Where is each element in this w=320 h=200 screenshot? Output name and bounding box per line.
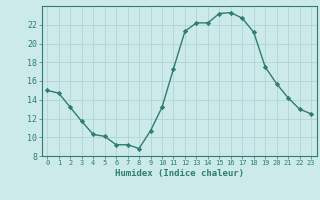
X-axis label: Humidex (Indice chaleur): Humidex (Indice chaleur) (115, 169, 244, 178)
